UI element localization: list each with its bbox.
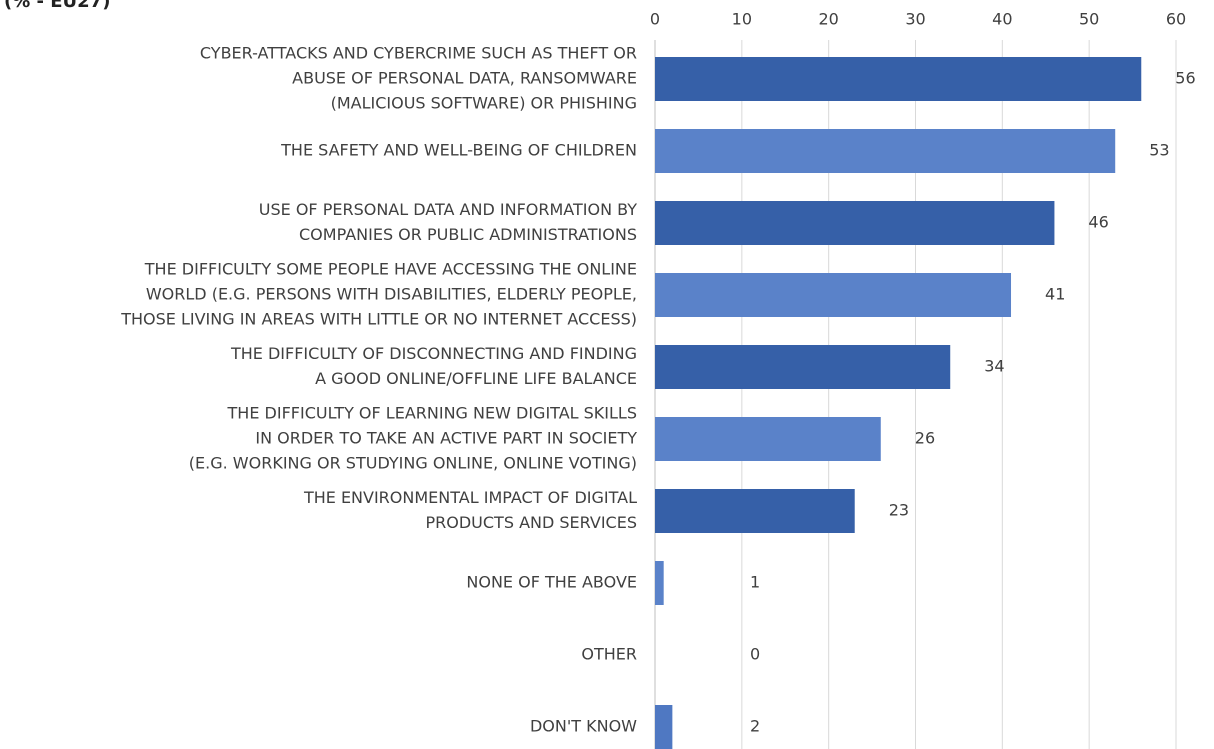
category-label: COMPANIES OR PUBLIC ADMINISTRATIONS	[299, 225, 637, 244]
category-label: (E.G. WORKING OR STUDYING ONLINE, ONLINE…	[189, 454, 637, 473]
x-tick-label: 20	[818, 10, 838, 29]
bar	[655, 345, 951, 389]
chart-title: (% - EU27)	[4, 0, 110, 12]
category-label: OTHER	[581, 645, 637, 664]
value-label: 0	[750, 645, 760, 664]
x-tick-label: 60	[1166, 10, 1186, 29]
category-label: THE DIFFICULTY OF LEARNING NEW DIGITAL S…	[227, 404, 637, 423]
value-label: 1	[750, 573, 760, 592]
bar	[655, 561, 664, 605]
bar	[655, 129, 1116, 173]
x-tick-label: 50	[1079, 10, 1099, 29]
category-label: THOSE LIVING IN AREAS WITH LITTLE OR NO …	[120, 310, 637, 329]
value-label: 34	[984, 357, 1004, 376]
bar	[655, 57, 1142, 101]
category-label: USE OF PERSONAL DATA AND INFORMATION BY	[259, 200, 637, 219]
category-label: THE ENVIRONMENTAL IMPACT OF DIGITAL	[303, 488, 637, 507]
category-label: NONE OF THE ABOVE	[466, 573, 637, 592]
category-label: (MALICIOUS SOFTWARE) OR PHISHING	[331, 94, 637, 113]
category-label: THE SAFETY AND WELL-BEING OF CHILDREN	[280, 141, 637, 160]
category-label: CYBER-ATTACKS AND CYBERCRIME SUCH AS THE…	[200, 44, 637, 63]
x-tick-label: 0	[650, 10, 660, 29]
bar	[655, 273, 1012, 317]
value-label: 56	[1175, 69, 1195, 88]
category-label: DON'T KNOW	[530, 717, 637, 736]
category-label: WORLD (E.G. PERSONS WITH DISABILITIES, E…	[146, 285, 637, 304]
category-label: THE DIFFICULTY SOME PEOPLE HAVE ACCESSIN…	[144, 260, 637, 279]
value-label: 2	[750, 717, 760, 736]
x-tick-label: 30	[905, 10, 925, 29]
category-label: PRODUCTS AND SERVICES	[425, 513, 637, 532]
category-label: IN ORDER TO TAKE AN ACTIVE PART IN SOCIE…	[255, 429, 637, 448]
bar	[655, 417, 881, 461]
value-label: 46	[1088, 213, 1108, 232]
value-label: 26	[915, 429, 935, 448]
category-label: A GOOD ONLINE/OFFLINE LIFE BALANCE	[315, 369, 637, 388]
x-tick-label: 40	[992, 10, 1012, 29]
bar	[655, 489, 855, 533]
category-label: ABUSE OF PERSONAL DATA, RANSOMWARE	[292, 69, 637, 88]
x-tick-label: 10	[732, 10, 752, 29]
value-label: 41	[1045, 285, 1065, 304]
category-label: THE DIFFICULTY OF DISCONNECTING AND FIND…	[230, 344, 637, 363]
bar	[655, 201, 1055, 245]
bar	[655, 705, 673, 749]
value-label: 53	[1149, 141, 1169, 160]
value-label: 23	[889, 501, 909, 520]
